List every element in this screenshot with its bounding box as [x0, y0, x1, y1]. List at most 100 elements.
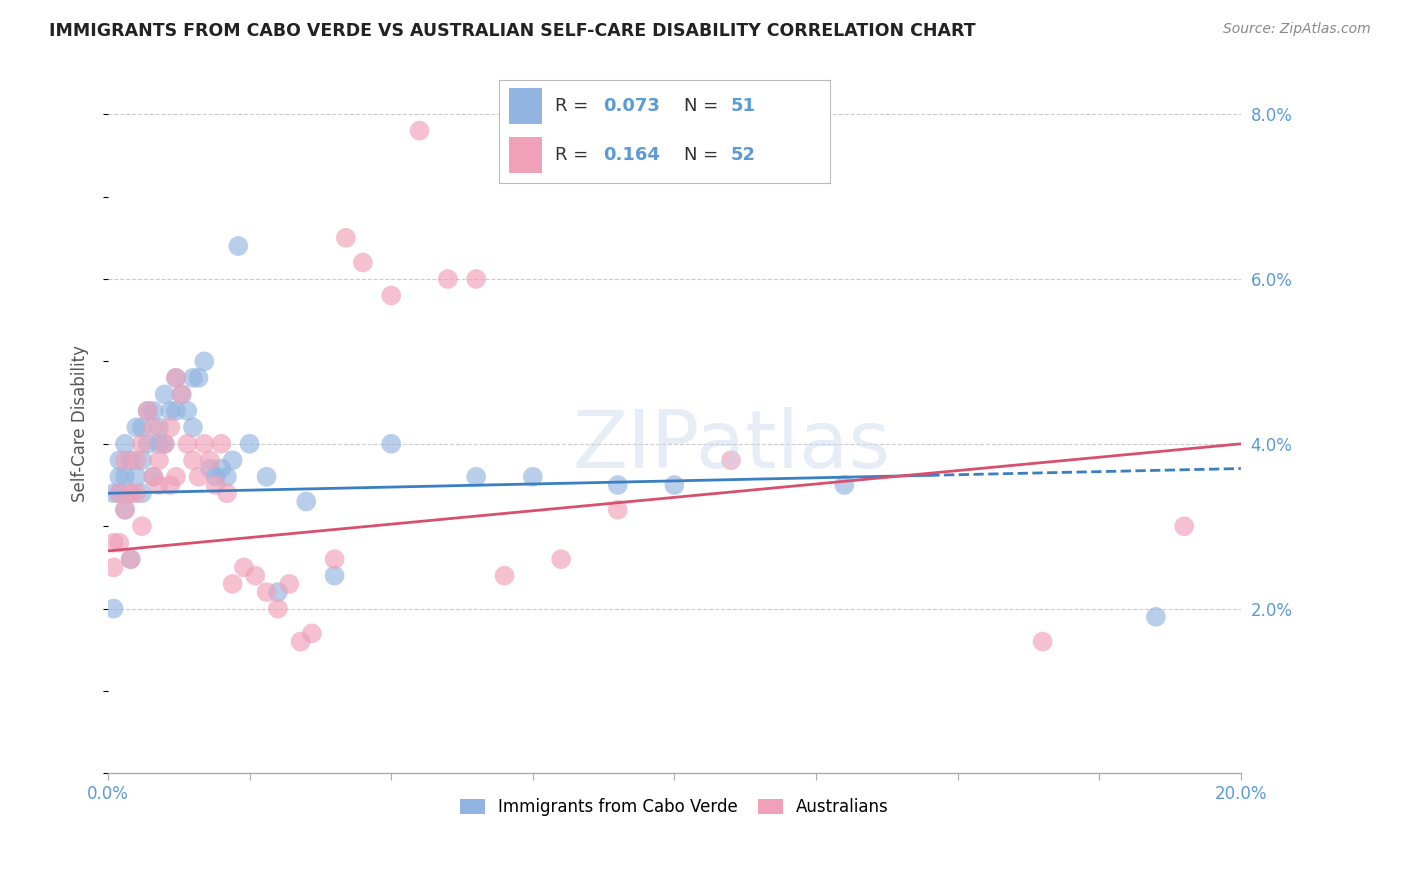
Text: 51: 51 — [731, 97, 755, 115]
Point — [148, 478, 170, 492]
Point — [125, 453, 148, 467]
Point — [136, 404, 159, 418]
Text: ZIPatlas: ZIPatlas — [572, 407, 890, 485]
Point — [114, 502, 136, 516]
Point — [125, 420, 148, 434]
Point — [176, 404, 198, 418]
Point — [131, 420, 153, 434]
Point — [120, 453, 142, 467]
Point — [465, 272, 488, 286]
Point — [114, 453, 136, 467]
Point — [226, 239, 249, 253]
Point — [108, 469, 131, 483]
Point — [136, 437, 159, 451]
Point — [187, 469, 209, 483]
Y-axis label: Self-Care Disability: Self-Care Disability — [72, 344, 89, 501]
Point — [1173, 519, 1195, 533]
Point — [108, 486, 131, 500]
Point — [664, 478, 686, 492]
Point — [215, 469, 238, 483]
Point — [278, 577, 301, 591]
Point — [1144, 610, 1167, 624]
Point — [165, 404, 187, 418]
Point — [153, 387, 176, 401]
Point — [125, 486, 148, 500]
Point — [159, 404, 181, 418]
Point — [114, 437, 136, 451]
Point — [834, 478, 856, 492]
Point — [352, 255, 374, 269]
Point — [198, 461, 221, 475]
Point — [606, 502, 628, 516]
Point — [153, 437, 176, 451]
Point — [550, 552, 572, 566]
Point — [323, 568, 346, 582]
Point — [148, 453, 170, 467]
Point — [159, 478, 181, 492]
Point — [267, 585, 290, 599]
Point — [193, 437, 215, 451]
Legend: Immigrants from Cabo Verde, Australians: Immigrants from Cabo Verde, Australians — [451, 790, 897, 824]
Point — [256, 585, 278, 599]
Point — [103, 535, 125, 549]
Point — [131, 437, 153, 451]
Point — [103, 601, 125, 615]
Point — [142, 420, 165, 434]
Point — [198, 453, 221, 467]
Text: R =: R = — [555, 145, 595, 163]
Point — [209, 461, 232, 475]
Point — [245, 568, 267, 582]
Point — [120, 552, 142, 566]
Point — [108, 486, 131, 500]
Point — [408, 123, 430, 137]
Point — [142, 469, 165, 483]
Point — [120, 486, 142, 500]
Text: Source: ZipAtlas.com: Source: ZipAtlas.com — [1223, 22, 1371, 37]
Point — [148, 420, 170, 434]
Point — [114, 469, 136, 483]
Point — [335, 231, 357, 245]
Point — [256, 469, 278, 483]
Point — [170, 387, 193, 401]
Point — [176, 437, 198, 451]
Bar — [509, 88, 543, 124]
Point — [170, 387, 193, 401]
Point — [1032, 634, 1054, 648]
Point — [465, 469, 488, 483]
Point — [290, 634, 312, 648]
Point — [720, 453, 742, 467]
Point — [136, 404, 159, 418]
Point — [153, 437, 176, 451]
Point — [204, 478, 226, 492]
Point — [606, 478, 628, 492]
Text: 0.164: 0.164 — [603, 145, 659, 163]
Point — [165, 371, 187, 385]
Point — [380, 437, 402, 451]
Point — [131, 453, 153, 467]
Point — [232, 560, 254, 574]
Point — [204, 469, 226, 483]
Point — [159, 420, 181, 434]
Point — [181, 453, 204, 467]
Text: IMMIGRANTS FROM CABO VERDE VS AUSTRALIAN SELF-CARE DISABILITY CORRELATION CHART: IMMIGRANTS FROM CABO VERDE VS AUSTRALIAN… — [49, 22, 976, 40]
Point — [181, 420, 204, 434]
Point — [267, 601, 290, 615]
Text: 52: 52 — [731, 145, 755, 163]
Text: R =: R = — [555, 97, 595, 115]
Point — [494, 568, 516, 582]
Point — [215, 486, 238, 500]
Point — [120, 486, 142, 500]
Point — [181, 371, 204, 385]
Point — [522, 469, 544, 483]
Text: 0.073: 0.073 — [603, 97, 659, 115]
Point — [209, 437, 232, 451]
Point — [108, 535, 131, 549]
Point — [142, 469, 165, 483]
Point — [437, 272, 460, 286]
Text: N =: N = — [685, 97, 724, 115]
Point — [114, 502, 136, 516]
Point — [142, 404, 165, 418]
Point — [165, 469, 187, 483]
Point — [187, 371, 209, 385]
Point — [103, 486, 125, 500]
